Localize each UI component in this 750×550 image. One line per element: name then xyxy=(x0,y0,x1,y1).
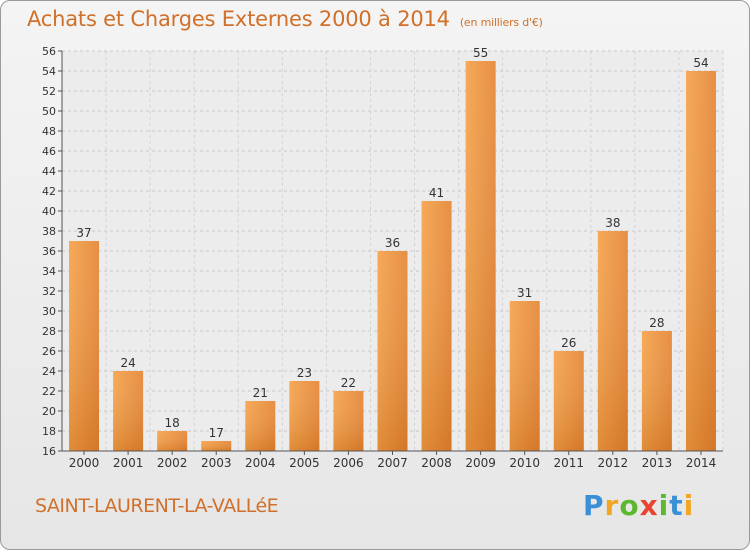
y-tick-label: 22 xyxy=(42,385,56,398)
x-tick-label: 2001 xyxy=(113,456,144,470)
y-tick-label: 18 xyxy=(42,425,56,438)
y-tick-label: 52 xyxy=(42,85,56,98)
x-tick-label: 2008 xyxy=(421,456,452,470)
bar-shade xyxy=(333,391,364,451)
bar-shade xyxy=(69,241,100,451)
data-label: 41 xyxy=(429,186,444,200)
logo-letter: i xyxy=(658,489,670,522)
logo-letter: P xyxy=(583,489,605,522)
y-tick-label: 38 xyxy=(42,225,56,238)
bar-shade xyxy=(157,431,188,451)
y-tick-label: 16 xyxy=(42,445,56,458)
data-label: 23 xyxy=(297,366,312,380)
x-tick-label: 2005 xyxy=(289,456,320,470)
y-tick-label: 20 xyxy=(42,405,56,418)
x-tick-label: 2013 xyxy=(642,456,673,470)
y-tick-label: 40 xyxy=(42,205,56,218)
y-tick-label: 32 xyxy=(42,285,56,298)
x-tick-label: 2009 xyxy=(465,456,496,470)
y-tick-label: 24 xyxy=(42,365,56,378)
bar-shade xyxy=(685,71,716,451)
chart-title-text: Achats et Charges Externes 2000 à 2014 xyxy=(27,7,450,31)
bar-shade xyxy=(289,381,320,451)
data-label: 21 xyxy=(253,386,268,400)
chart-subtitle: (en milliers d'€) xyxy=(459,16,543,29)
bar-shade xyxy=(597,231,628,451)
data-label: 22 xyxy=(341,376,356,390)
x-tick-label: 2014 xyxy=(686,456,717,470)
data-label: 38 xyxy=(605,216,620,230)
data-label: 28 xyxy=(649,316,664,330)
y-tick-label: 26 xyxy=(42,345,56,358)
x-tick-label: 2004 xyxy=(245,456,276,470)
data-label: 18 xyxy=(165,416,180,430)
logo-letter: i xyxy=(683,489,695,522)
logo-letter: t xyxy=(669,489,684,522)
y-tick-label: 36 xyxy=(42,245,56,258)
y-tick-label: 42 xyxy=(42,185,56,198)
logo-letter: r xyxy=(604,489,620,522)
y-tick-label: 56 xyxy=(42,45,56,58)
y-tick-label: 34 xyxy=(42,265,56,278)
logo-letter: x xyxy=(639,489,659,522)
x-tick-label: 2012 xyxy=(598,456,629,470)
x-tick-label: 2007 xyxy=(377,456,408,470)
x-tick-label: 2003 xyxy=(201,456,232,470)
y-tick-label: 50 xyxy=(42,105,56,118)
y-tick-label: 54 xyxy=(42,65,56,78)
data-label: 36 xyxy=(385,236,400,250)
commune-name: SAINT-LAURENT-LA-VALLéE xyxy=(35,495,279,517)
x-tick-label: 2010 xyxy=(509,456,540,470)
bar-shade xyxy=(465,61,496,451)
y-tick-label: 48 xyxy=(42,125,56,138)
y-tick-label: 46 xyxy=(42,145,56,158)
x-tick-label: 2000 xyxy=(69,456,100,470)
chart-title: Achats et Charges Externes 2000 à 2014 (e… xyxy=(27,7,543,31)
y-axis: 16 18 20 22 24 26 28 30 32 34 36 38 40 42 44 46 48 50 52 54… xyxy=(42,45,63,458)
bar-shade xyxy=(201,441,232,451)
x-tick-label: 2011 xyxy=(553,456,584,470)
y-tick-label: 28 xyxy=(42,325,56,338)
data-label: 17 xyxy=(209,426,224,440)
data-label: 24 xyxy=(120,356,135,370)
bar-shade xyxy=(421,201,452,451)
logo-letter: o xyxy=(619,489,640,522)
x-axis: 2000 2001 2002 2003 2004 2005 2006 2007 2008 2009… xyxy=(62,450,723,470)
bar-shade xyxy=(113,371,144,451)
y-tick-label: 44 xyxy=(42,165,56,178)
data-label: 31 xyxy=(517,286,532,300)
data-label: 55 xyxy=(473,46,488,60)
data-label: 26 xyxy=(561,336,576,350)
proxiti-logo: Proxiti xyxy=(583,489,694,522)
data-label: 37 xyxy=(76,226,91,240)
bars: 37 24 18 17 21 23 22 36 41 55 31 26 38 28 54 xyxy=(69,46,716,451)
y-tick-label: 30 xyxy=(42,305,56,318)
bar-shade xyxy=(245,401,276,451)
data-label: 54 xyxy=(693,56,708,70)
bar-shade xyxy=(377,251,408,451)
bar-shade xyxy=(509,301,540,451)
x-tick-label: 2006 xyxy=(333,456,364,470)
bar-shade xyxy=(553,351,584,451)
bar-shade xyxy=(641,331,672,451)
x-tick-label: 2002 xyxy=(157,456,188,470)
